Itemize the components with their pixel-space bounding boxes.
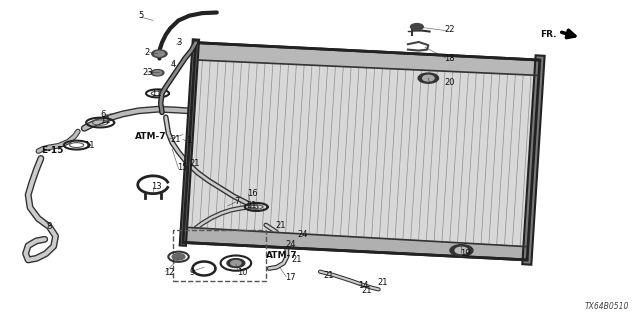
Text: 12: 12 xyxy=(164,268,174,277)
Text: 4: 4 xyxy=(170,60,175,69)
Text: 24: 24 xyxy=(298,230,308,239)
Text: ATM-7: ATM-7 xyxy=(135,132,167,141)
Text: 21: 21 xyxy=(189,159,200,168)
Text: 24: 24 xyxy=(285,240,296,249)
Text: 22: 22 xyxy=(444,25,455,35)
Text: 21: 21 xyxy=(378,278,388,287)
Polygon shape xyxy=(196,43,540,75)
Circle shape xyxy=(418,73,438,83)
Text: 3: 3 xyxy=(177,38,182,47)
Circle shape xyxy=(154,71,162,75)
Text: 11: 11 xyxy=(100,116,111,125)
Text: 21: 21 xyxy=(362,285,372,295)
Text: 16: 16 xyxy=(246,189,257,198)
Text: 9: 9 xyxy=(189,268,195,277)
Circle shape xyxy=(231,260,241,266)
Circle shape xyxy=(410,24,423,30)
Text: 7: 7 xyxy=(234,197,239,206)
Text: 1: 1 xyxy=(186,136,191,146)
Text: 20: 20 xyxy=(444,78,455,87)
Circle shape xyxy=(455,247,468,253)
Text: 14: 14 xyxy=(358,281,369,290)
Polygon shape xyxy=(183,43,540,260)
Text: ATM-7: ATM-7 xyxy=(266,251,298,260)
Text: 18: 18 xyxy=(444,54,455,63)
Circle shape xyxy=(152,50,167,58)
Text: 21: 21 xyxy=(246,202,257,211)
Circle shape xyxy=(227,259,245,268)
Text: 21: 21 xyxy=(170,135,180,144)
Circle shape xyxy=(151,69,164,76)
Text: FR.: FR. xyxy=(540,30,556,39)
Text: 21: 21 xyxy=(291,255,302,264)
Circle shape xyxy=(422,75,434,81)
Text: 11: 11 xyxy=(151,89,162,98)
Text: 11: 11 xyxy=(84,141,95,150)
Text: E-15: E-15 xyxy=(41,146,63,155)
Text: 2: 2 xyxy=(145,48,150,57)
Text: 17: 17 xyxy=(285,273,296,282)
Text: 21: 21 xyxy=(323,271,333,280)
Circle shape xyxy=(172,253,185,260)
Text: TX64B0510: TX64B0510 xyxy=(585,302,629,311)
Circle shape xyxy=(450,245,473,256)
Text: 6: 6 xyxy=(100,109,106,118)
Text: 21: 21 xyxy=(275,220,286,229)
Circle shape xyxy=(154,51,164,56)
Text: 10: 10 xyxy=(237,268,248,277)
Text: 13: 13 xyxy=(151,182,162,191)
Text: 19: 19 xyxy=(460,249,470,258)
Polygon shape xyxy=(183,227,527,260)
Text: 8: 8 xyxy=(46,222,51,231)
Text: 15: 15 xyxy=(177,164,187,172)
Text: 5: 5 xyxy=(138,11,143,20)
Text: 23: 23 xyxy=(143,68,154,77)
